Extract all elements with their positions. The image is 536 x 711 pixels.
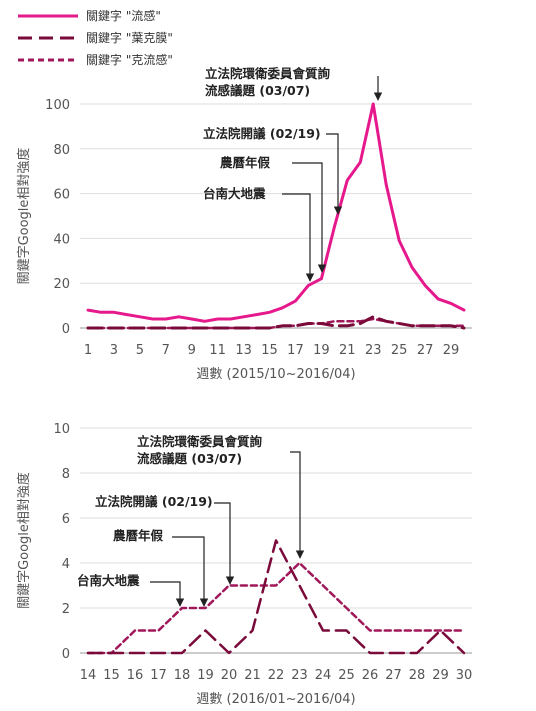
x-tick-label: 14 <box>80 668 97 683</box>
x-tick-label: 9 <box>188 343 196 358</box>
y-axis-title: 關鍵字Google相對強度 <box>16 472 32 609</box>
x-tick-label: 17 <box>287 343 304 358</box>
x-axis-title: 週數 (2016/01~2016/04) <box>196 692 355 707</box>
y-tick-label: 4 <box>62 557 70 572</box>
y-tick-label: 10 <box>53 422 70 437</box>
x-tick-label: 23 <box>291 668 308 683</box>
annotation-label: 流感議題 (03/07) <box>205 83 310 98</box>
legend: 關鍵字 "流感" 關鍵字 "葉克膜" 關鍵字 "克流感" <box>18 8 173 67</box>
legend-label-1: 關鍵字 "葉克膜" <box>86 30 173 45</box>
annotation-arrow <box>326 133 343 215</box>
x-tick-label: 19 <box>313 343 330 358</box>
x-tick-label: 23 <box>365 343 382 358</box>
series-line-0 <box>86 102 466 323</box>
y-tick-label: 20 <box>53 277 70 292</box>
annotation-label: 農曆年假 <box>113 528 164 543</box>
y-tick-label: 60 <box>53 188 70 203</box>
x-tick-label: 26 <box>362 668 379 683</box>
annotation-label: 立法院環衛委員會質詢 <box>137 434 263 449</box>
x-tick-label: 15 <box>103 668 120 683</box>
y-tick-label: 2 <box>62 602 70 617</box>
y-tick-label: 100 <box>45 98 70 113</box>
x-tick-label: 3 <box>110 343 118 358</box>
x-tick-label: 13 <box>235 343 252 358</box>
annotation-arrow <box>282 193 315 282</box>
x-tick-label: 20 <box>221 668 238 683</box>
annotation-arrow <box>214 502 235 585</box>
y-axis-title: 關鍵字Google相對強度 <box>16 148 32 285</box>
x-tick-label: 17 <box>150 668 167 683</box>
x-tick-label: 18 <box>174 668 191 683</box>
series-line-1 <box>86 561 466 655</box>
x-tick-label: 5 <box>136 343 144 358</box>
x-tick-label: 30 <box>456 668 473 683</box>
annotation-label: 台南大地震 <box>203 186 266 201</box>
series-line-0 <box>86 539 466 655</box>
annotation-label: 農曆年假 <box>220 155 271 170</box>
legend-label-0: 關鍵字 "流感" <box>86 8 161 23</box>
x-tick-label: 28 <box>409 668 426 683</box>
x-tick-label: 29 <box>443 343 460 358</box>
annotation-label: 立法院環衛委員會質詢 <box>205 66 331 81</box>
annotation-arrow <box>292 162 327 273</box>
x-axis-title: 週數 (2015/10~2016/04) <box>196 367 355 382</box>
x-tick-label: 27 <box>417 343 434 358</box>
x-tick-label: 11 <box>209 343 226 358</box>
x-tick-label: 16 <box>127 668 144 683</box>
x-tick-label: 25 <box>338 668 355 683</box>
annotation-label: 立法院開議 (02/19) <box>95 494 213 509</box>
y-tick-label: 0 <box>62 322 70 337</box>
annotation-arrow <box>172 536 209 607</box>
annotation-arrow <box>290 451 305 559</box>
x-tick-label: 25 <box>391 343 408 358</box>
x-tick-label: 21 <box>339 343 356 358</box>
y-tick-label: 8 <box>62 467 70 482</box>
y-tick-label: 40 <box>53 232 70 247</box>
x-tick-label: 21 <box>244 668 261 683</box>
x-tick-label: 19 <box>197 668 214 683</box>
x-tick-label: 15 <box>261 343 278 358</box>
x-tick-label: 7 <box>162 343 170 358</box>
x-tick-label: 1 <box>84 343 92 358</box>
y-tick-label: 80 <box>53 143 70 158</box>
x-tick-label: 24 <box>315 668 332 683</box>
x-tick-label: 22 <box>268 668 285 683</box>
y-tick-label: 0 <box>62 647 70 662</box>
series-line-1 <box>86 315 466 330</box>
y-tick-label: 6 <box>62 512 70 527</box>
annotation-arrow <box>150 581 185 607</box>
x-tick-label: 29 <box>432 668 449 683</box>
annotation-label: 立法院開議 (02/19) <box>203 126 321 141</box>
x-tick-label: 27 <box>385 668 402 683</box>
annotation-label: 台南大地震 <box>77 573 140 588</box>
legend-label-2: 關鍵字 "克流感" <box>86 52 173 67</box>
annotation-label: 流感議題 (03/07) <box>137 451 242 466</box>
